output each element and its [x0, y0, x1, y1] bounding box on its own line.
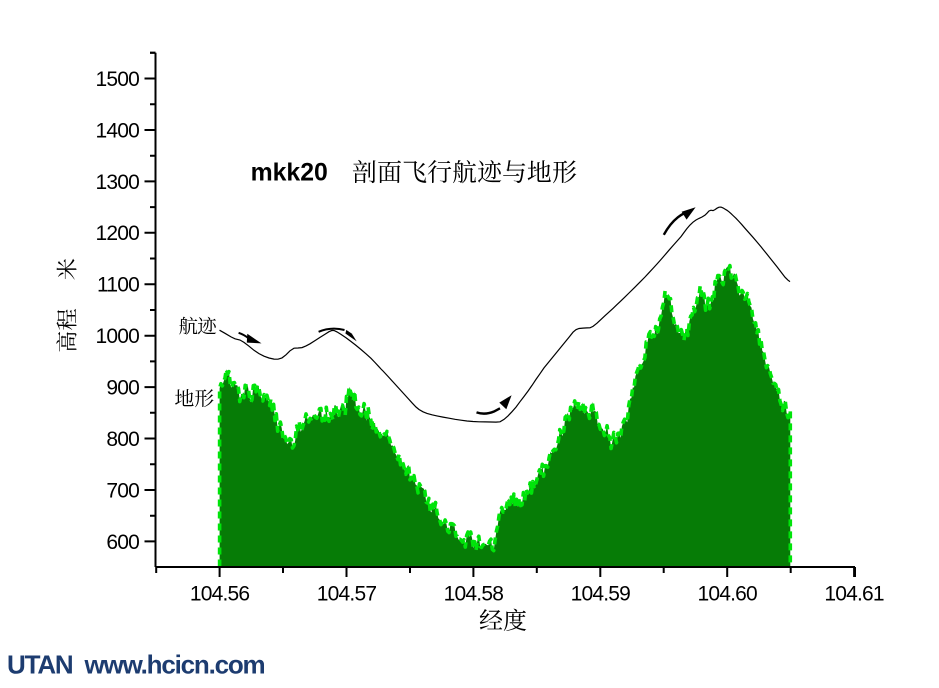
- svg-text:104.60: 104.60: [697, 583, 757, 606]
- svg-text:航迹: 航迹: [179, 311, 217, 339]
- svg-text:1100: 1100: [97, 274, 139, 297]
- svg-text:高程: 高程: [51, 308, 82, 352]
- svg-text:104.59: 104.59: [571, 583, 631, 606]
- svg-text:900: 900: [106, 377, 139, 400]
- svg-text:800: 800: [106, 428, 139, 451]
- svg-text:104.57: 104.57: [317, 583, 377, 606]
- svg-text:1300: 1300: [95, 171, 139, 194]
- svg-text:mkk20: mkk20: [251, 159, 328, 186]
- svg-text:104.61: 104.61: [824, 583, 884, 606]
- svg-text:地形: 地形: [175, 383, 215, 412]
- svg-text:剖面飞行航迹与地形: 剖面飞行航迹与地形: [352, 153, 577, 189]
- svg-text:经度: 经度: [479, 601, 527, 636]
- svg-text:米: 米: [51, 258, 82, 280]
- svg-text:1200: 1200: [95, 222, 139, 245]
- svg-text:600: 600: [106, 531, 139, 554]
- svg-text:104.56: 104.56: [190, 583, 250, 606]
- svg-text:700: 700: [106, 479, 139, 502]
- svg-text:UTAN www.hcicn.com: UTAN www.hcicn.com: [7, 650, 265, 680]
- svg-text:104.58: 104.58: [444, 583, 504, 606]
- svg-text:1500: 1500: [95, 68, 139, 91]
- svg-text:1000: 1000: [95, 325, 139, 348]
- svg-text:1400: 1400: [95, 119, 139, 142]
